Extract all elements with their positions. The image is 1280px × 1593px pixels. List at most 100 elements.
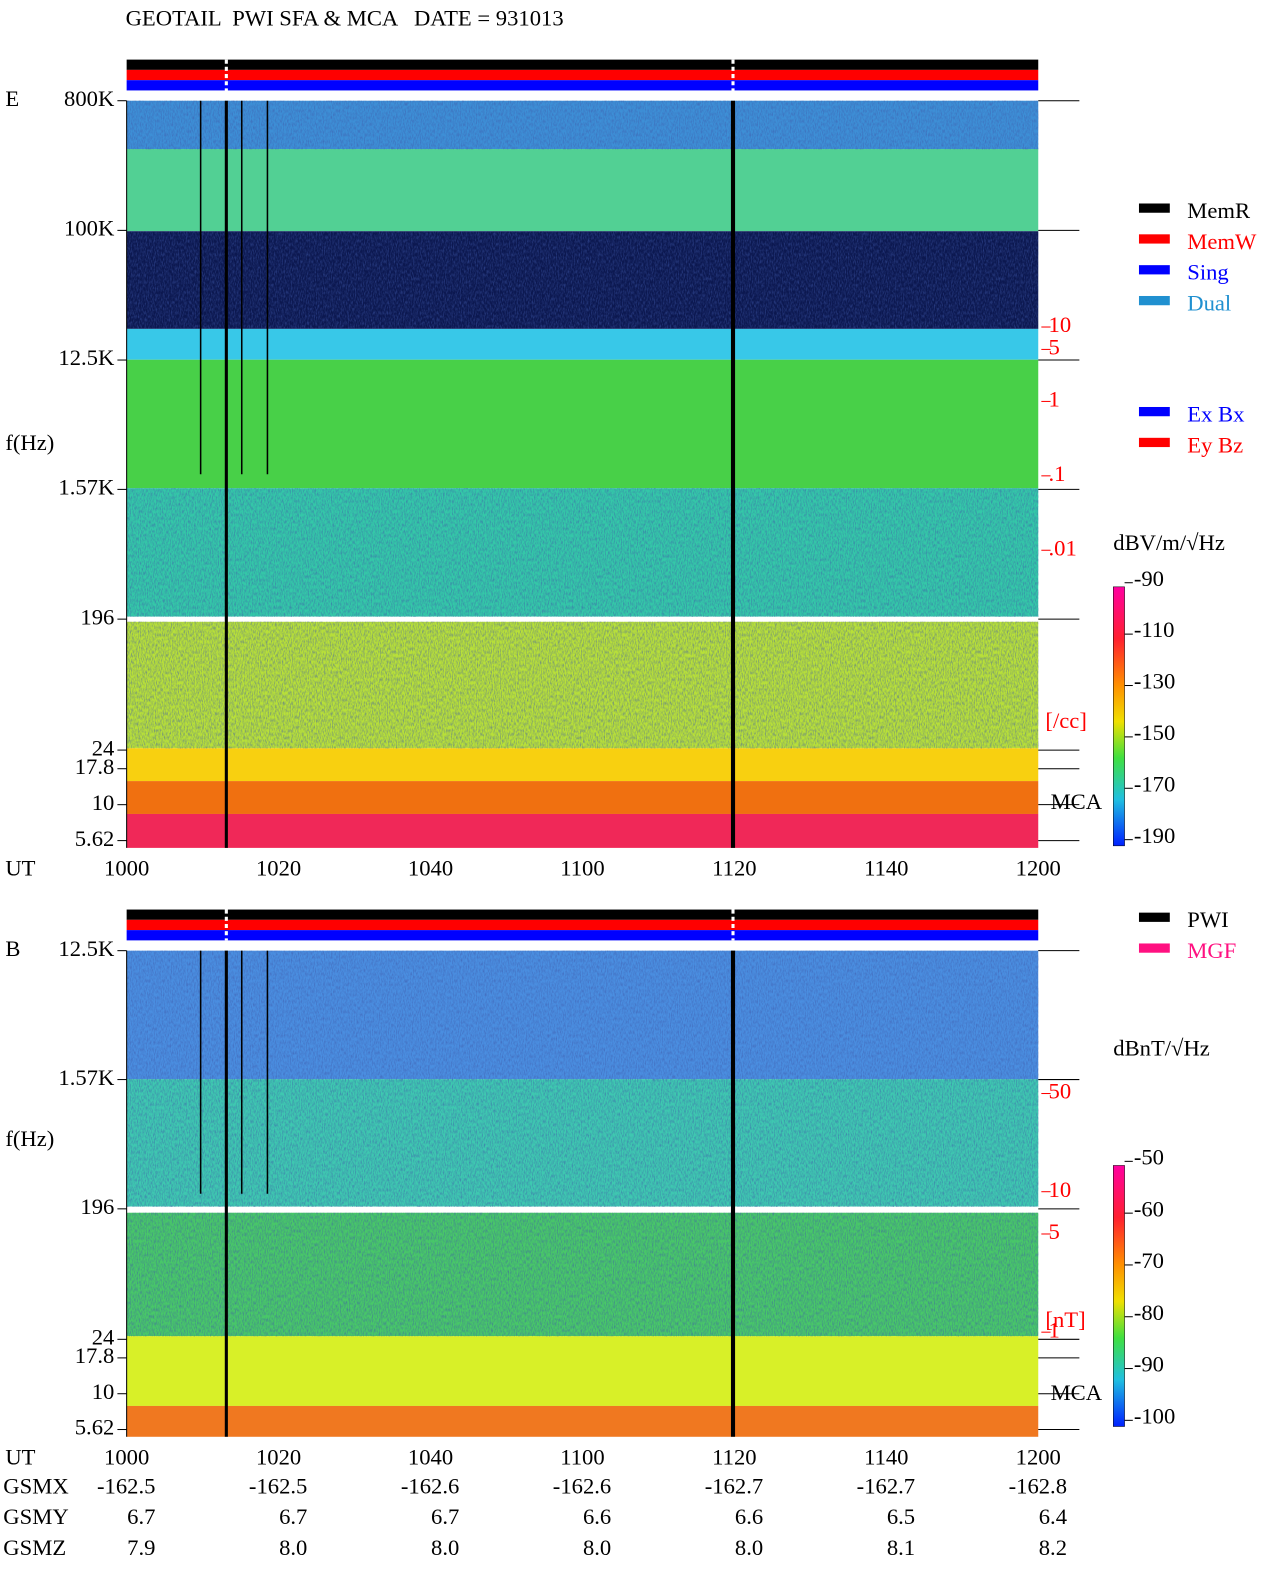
colorbar xyxy=(1113,586,1125,847)
legend-label: PWI xyxy=(1187,907,1228,932)
band-label: MCA xyxy=(1051,1380,1103,1405)
y-tick-label: 800K xyxy=(64,86,115,111)
legend-label: Ex Bx xyxy=(1187,401,1245,426)
ephemeris-value: 8.0 xyxy=(735,1535,763,1560)
x-tick-label: 1120 xyxy=(712,856,756,881)
status-bar xyxy=(126,59,1039,70)
y-tick-label: 196 xyxy=(80,604,114,629)
ephemeris-value: 8.0 xyxy=(583,1535,611,1560)
x-tick-label: 1120 xyxy=(712,1445,756,1470)
ephemeris-value: 6.7 xyxy=(127,1504,155,1529)
y-tick-label: 17.8 xyxy=(75,1343,115,1368)
legend-label: Sing xyxy=(1187,260,1228,285)
ephemeris-value: -162.7 xyxy=(857,1473,915,1498)
legend-swatch xyxy=(1138,203,1170,213)
y2-tick-label: 10 xyxy=(1049,1177,1072,1202)
y-tick-label: 196 xyxy=(80,1194,114,1219)
x-tick-label: 1140 xyxy=(864,856,908,881)
ephemeris-value: 8.0 xyxy=(431,1535,459,1560)
colorbar-tick-label: -100 xyxy=(1134,1403,1175,1428)
ephemeris-value: -162.6 xyxy=(401,1473,459,1498)
title: GEOTAIL PWI SFA & MCA DATE = 931013 xyxy=(126,6,564,31)
x-tick-label: 1000 xyxy=(104,856,149,881)
ephemeris-label: GSMZ xyxy=(3,1535,66,1560)
spectrogram-texture xyxy=(126,950,1039,1080)
colorbar-tick-label: -60 xyxy=(1134,1196,1164,1221)
y-tick-label: 24 xyxy=(92,1325,115,1350)
status-bar xyxy=(126,919,1039,931)
spectrogram-band xyxy=(126,813,1039,848)
legend-swatch xyxy=(1138,265,1170,275)
ephemeris-value: 6.6 xyxy=(735,1504,763,1529)
colorbar-label: dBnT/√Hz xyxy=(1113,1036,1210,1061)
ephemeris-value: -162.5 xyxy=(249,1473,307,1498)
y-tick-label: 10 xyxy=(92,790,115,815)
spectrogram-band xyxy=(126,359,1039,489)
x-tick-label: 1040 xyxy=(408,1445,453,1470)
y-tick-label: 100K xyxy=(64,216,115,241)
x-axis-label: UT xyxy=(5,1445,35,1470)
y-tick-label: 12.5K xyxy=(58,936,115,961)
colorbar-tick-label: -170 xyxy=(1134,771,1175,796)
colorbar-tick-label: -110 xyxy=(1134,617,1175,642)
x-tick-label: 1000 xyxy=(104,1445,149,1470)
y2-tick-label: .01 xyxy=(1049,535,1077,560)
y2-tick-label: 1 xyxy=(1049,1317,1060,1342)
ephemeris-value: -162.6 xyxy=(553,1473,611,1498)
ephemeris-label: GSMX xyxy=(3,1473,68,1498)
status-bar xyxy=(126,69,1039,81)
y-axis-label: f(Hz) xyxy=(5,430,54,455)
spectrogram-texture xyxy=(126,231,1039,329)
ephemeris-value: 6.7 xyxy=(431,1504,459,1529)
colorbar-tick-label: -190 xyxy=(1134,823,1175,848)
y-tick-label: 5.62 xyxy=(75,826,115,851)
colorbar-tick-label: -50 xyxy=(1134,1144,1164,1169)
ephemeris-value: 7.9 xyxy=(127,1535,155,1560)
legend-swatch xyxy=(1138,234,1170,244)
spectrogram-texture xyxy=(126,488,1039,617)
spectrogram-band xyxy=(126,328,1039,360)
x-tick-label: 1200 xyxy=(1016,856,1061,881)
legend-label: Dual xyxy=(1187,290,1231,315)
y2-tick-label: 1 xyxy=(1049,387,1060,412)
ephemeris-value: 6.5 xyxy=(887,1504,915,1529)
x-tick-label: 1140 xyxy=(864,1445,908,1470)
spectrogram-band xyxy=(126,616,1039,622)
spectrogram-texture xyxy=(126,1079,1039,1207)
spectrogram-texture xyxy=(126,621,1039,749)
spectrogram-band xyxy=(126,748,1039,782)
ephemeris-value: 6.7 xyxy=(279,1504,307,1529)
colorbar-label: dBV/m/√Hz xyxy=(1113,530,1225,555)
ephemeris-value: 8.2 xyxy=(1039,1535,1067,1560)
x-tick-label: 1200 xyxy=(1016,1445,1061,1470)
band-label: MCA xyxy=(1051,789,1103,814)
ephemeris-value: -162.7 xyxy=(705,1473,763,1498)
y-tick-label: 24 xyxy=(92,735,115,760)
x-axis-label: UT xyxy=(5,856,35,881)
y-tick-label: 10 xyxy=(92,1379,115,1404)
x-tick-label: 1040 xyxy=(408,856,453,881)
ephemeris-value: 8.1 xyxy=(887,1535,915,1560)
y2-axis-label: [nT] xyxy=(1045,1307,1085,1332)
ephemeris-label: GSMY xyxy=(3,1504,68,1529)
legend-swatch xyxy=(1138,295,1170,306)
y2-tick-label: 50 xyxy=(1049,1079,1072,1104)
status-bar xyxy=(126,80,1039,91)
ephemeris-value: 6.6 xyxy=(583,1504,611,1529)
panel-label: B xyxy=(5,936,20,961)
y2-tick-label: 5 xyxy=(1049,335,1060,360)
spectrogram-band xyxy=(126,1336,1039,1406)
colorbar-tick-label: -70 xyxy=(1134,1248,1164,1273)
spectrogram-band xyxy=(126,1405,1039,1437)
legend-swatch xyxy=(1138,912,1170,922)
legend-label: Ey Bz xyxy=(1187,432,1243,457)
y2-tick-label: 5 xyxy=(1049,1219,1060,1244)
ephemeris-value: -162.8 xyxy=(1009,1473,1067,1498)
legend-swatch xyxy=(1138,437,1170,448)
y2-tick-label: 10 xyxy=(1049,312,1072,337)
ephemeris-value: -162.5 xyxy=(97,1473,155,1498)
x-tick-label: 1020 xyxy=(256,856,301,881)
spectrogram-texture xyxy=(126,1212,1039,1337)
x-tick-label: 1100 xyxy=(560,1445,604,1470)
